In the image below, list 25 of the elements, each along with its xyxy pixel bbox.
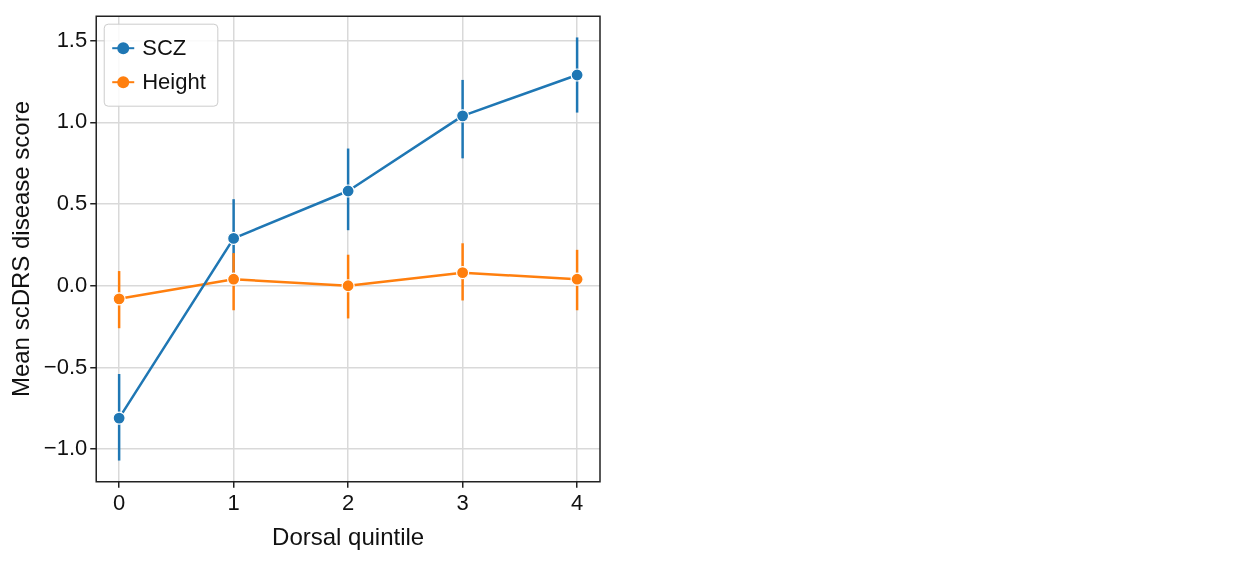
legend-label: SCZ	[142, 35, 187, 61]
point	[341, 279, 355, 293]
point	[341, 184, 355, 198]
point	[456, 266, 470, 280]
legend-label: Height	[142, 69, 206, 95]
x-tick-label: 1	[227, 490, 240, 516]
point	[570, 272, 584, 286]
y-tick-label: 0.0	[56, 271, 88, 297]
y-axis-title: Mean scDRS disease score	[7, 100, 35, 398]
y-tick-label: 1.0	[56, 108, 88, 134]
y-tick-label: 0.5	[56, 190, 88, 216]
point	[570, 68, 584, 82]
x-tick-label: 3	[456, 490, 469, 516]
y-tick-label: −0.5	[43, 353, 88, 379]
point	[227, 231, 241, 245]
point	[227, 272, 241, 286]
x-axis-title: Dorsal quintile	[272, 523, 425, 551]
point	[456, 109, 470, 123]
x-tick-label: 0	[113, 490, 126, 516]
x-tick-label: 4	[570, 490, 584, 516]
y-tick-label: 1.5	[56, 26, 88, 52]
y-tick-label: −1.0	[43, 435, 88, 461]
point	[112, 292, 126, 306]
x-tick-label: 2	[341, 490, 355, 516]
point	[112, 411, 126, 425]
